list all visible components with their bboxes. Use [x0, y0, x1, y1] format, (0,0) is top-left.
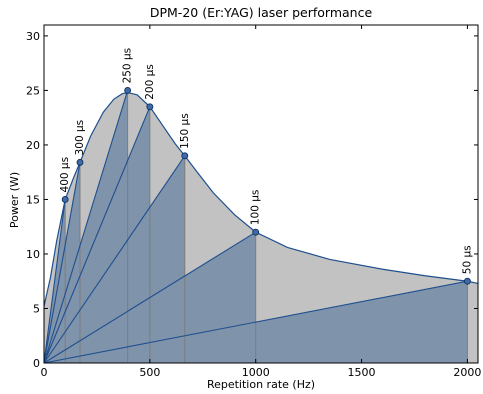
x-axis-label: Repetition rate (Hz)	[207, 378, 315, 391]
axes-frame	[43, 24, 479, 364]
data-point	[61, 196, 69, 203]
y-tick-label: 5	[33, 302, 40, 315]
data-point	[252, 228, 260, 236]
data-point	[76, 158, 84, 166]
chart-title: DPM-20 (Er:YAG) laser performance	[150, 5, 373, 20]
energy-ray	[43, 162, 81, 364]
pulse-width-label: 150 μs	[179, 113, 191, 149]
energy-ray	[43, 231, 256, 364]
y-tick-label: 10	[26, 248, 40, 261]
y-axis-label: Power (W)	[8, 172, 21, 228]
x-axis: 0 500 1000 1500 2000	[41, 25, 481, 379]
x-tick-label: 500	[139, 366, 160, 379]
y-tick-label: 0	[33, 357, 40, 370]
plot-area	[43, 86, 479, 364]
y-axis: 0 5 10 15 20 25 30	[26, 30, 478, 370]
x-tick-label: 1500	[348, 366, 376, 379]
envelope-line	[43, 91, 479, 307]
y-tick-label: 30	[26, 30, 40, 43]
energy-ray	[43, 199, 66, 364]
pulse-width-label: 50 μs	[461, 245, 473, 274]
pulse-width-label: 200 μs	[144, 64, 156, 100]
pulse-width-label: 250 μs	[122, 48, 134, 84]
pulse-width-label: 100 μs	[250, 190, 262, 226]
pulse-width-label: 300 μs	[74, 120, 86, 156]
y-tick-label: 15	[26, 193, 40, 206]
energy-ray	[43, 280, 468, 364]
x-tick-label: 2000	[453, 366, 481, 379]
data-point	[124, 86, 132, 94]
pulse-width-label: 400 μs	[59, 157, 71, 193]
x-tick-label: 1000	[242, 366, 270, 379]
data-point	[146, 103, 154, 111]
energy-ray	[43, 106, 151, 364]
data-point	[181, 152, 189, 160]
data-point	[463, 277, 471, 285]
energy-ray	[43, 155, 186, 364]
y-tick-label: 25	[26, 84, 40, 97]
x-tick-label: 0	[41, 366, 48, 379]
y-tick-label: 20	[26, 139, 40, 152]
energy-ray	[43, 90, 129, 364]
